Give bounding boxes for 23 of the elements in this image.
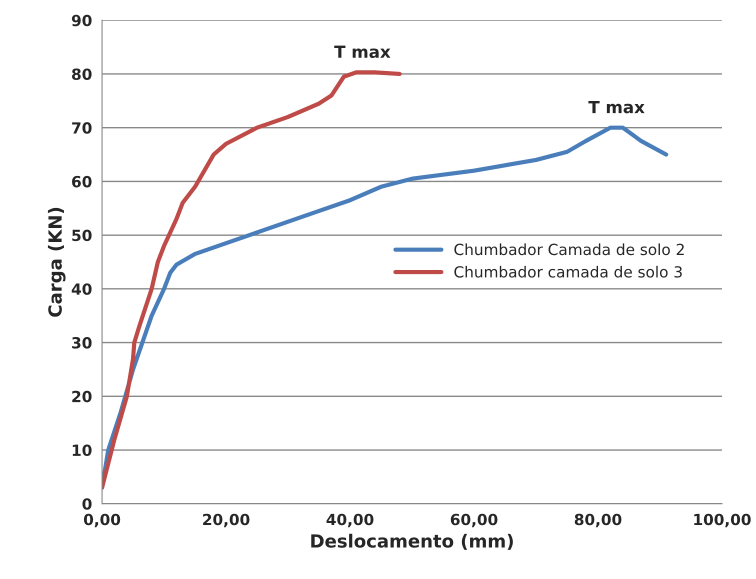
x-tick-label: 20,00: [203, 514, 250, 528]
x-tick-label: 80,00: [574, 514, 622, 528]
x-tick-label: 40,00: [326, 514, 374, 528]
annotation: T max: [334, 46, 390, 58]
y-tick-label: 40: [72, 283, 92, 295]
x-tick-label: 100,00: [694, 514, 751, 528]
y-tick-label: 0: [82, 498, 92, 510]
y-axis-title: Carga (KN): [48, 208, 66, 317]
legend-label: Chumbador camada de solo 3: [454, 266, 682, 278]
x-tick-label: 0,00: [84, 514, 120, 528]
x-tick-label: 60,00: [450, 514, 498, 528]
y-tick-label: 20: [72, 390, 92, 402]
y-tick-label: 80: [72, 68, 92, 80]
y-tick-label: 50: [72, 230, 92, 242]
y-tick-label: 70: [72, 122, 92, 134]
y-tick-label: 30: [72, 337, 92, 349]
annotation: T max: [588, 100, 645, 114]
y-tick-label: 90: [72, 14, 92, 26]
line-series: [102, 70, 402, 490]
y-tick-label: 60: [72, 176, 92, 188]
y-tick-label: 10: [72, 444, 92, 456]
legend-label: Chumbador Camada de solo 2: [454, 243, 684, 256]
x-axis-title: Deslocamento (mm): [311, 534, 513, 550]
